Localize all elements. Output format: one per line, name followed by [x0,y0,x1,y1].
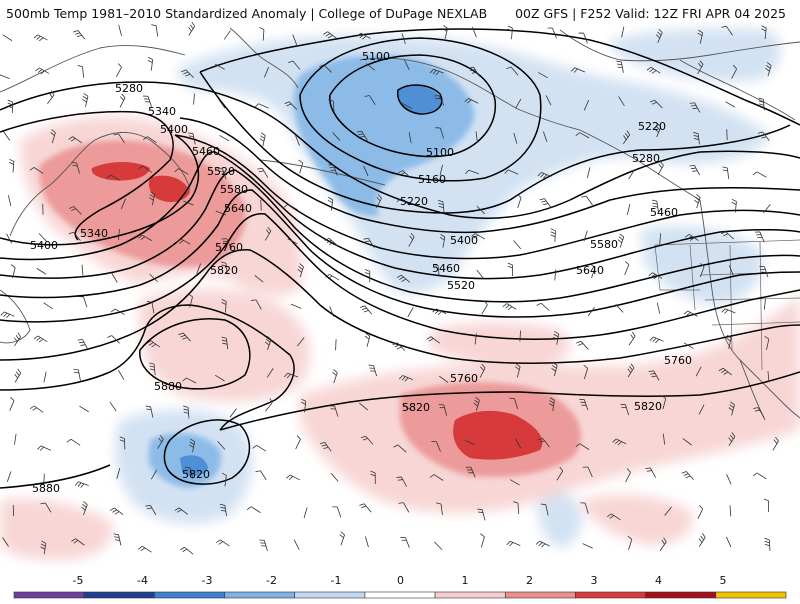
colorbar-tick-labels: -5 -4 -3 -2 -1 0 1 2 3 4 5 [73,574,727,587]
wind-barb-feather [439,405,444,406]
colorbar-swatch [225,592,295,598]
colorbar-swatch [435,592,505,598]
colorbar-swatch [295,592,365,598]
colorbar-swatch [14,592,84,598]
colorbar-tick-label: -2 [266,574,277,587]
contour-label: 5220 [638,120,666,133]
contour-label: 5460 [192,145,220,158]
contour-label: 5400 [30,239,58,252]
contour-label: 5160 [418,173,446,186]
colorbar-swatch [646,592,716,598]
colorbar-svg: -5 -4 -3 -2 -1 0 1 2 3 4 5 [0,570,800,600]
header: 500mb Temp 1981–2010 Standardized Anomal… [0,0,800,22]
colorbar-swatches [14,592,786,598]
contour-label: 5820 [182,468,210,481]
contour-label: 5400 [450,234,478,247]
contour-label: 5220 [400,195,428,208]
colorbar-swatch [505,592,575,598]
colorbar-tick-label: -3 [202,574,213,587]
colorbar-swatch [84,592,154,598]
contour-label: 5820 [634,400,662,413]
contour-label: 5280 [632,152,660,165]
contour-label: 5400 [160,123,188,136]
contour-label: 5580 [220,183,248,196]
colorbar-tick-label: -4 [137,574,148,587]
model-run-info: 00Z GFS | F252 Valid: 12Z FRI APR 04 202… [515,6,786,21]
contour-label: 5520 [447,279,475,292]
wind-barb-feather [440,407,445,408]
colorbar-swatch [365,592,435,598]
contour-label: 5880 [154,380,182,393]
colorbar-tick-label: 1 [462,574,469,587]
contour-label: 5520 [207,165,235,178]
contour-label: 5760 [215,241,243,254]
contour-label: 5640 [224,202,252,215]
wind-barb [261,200,262,211]
contour-label: 5580 [590,238,618,251]
map-panel: 5100 5100 5160 5220 5220 5280 5280 5340 … [0,22,800,570]
colorbar: -5 -4 -3 -2 -1 0 1 2 3 4 5 [0,570,800,600]
contour-label: 5760 [664,354,692,367]
colorbar-tick-label: 0 [397,574,404,587]
contour-label: 5340 [148,105,176,118]
contour-label: 5460 [432,262,460,275]
colorbar-swatch [154,592,224,598]
colorbar-tick-label: 2 [526,574,533,587]
contour-label: 5280 [115,82,143,95]
colorbar-swatch [716,592,786,598]
wind-barb-staff [261,200,262,211]
contour-label: 5340 [80,227,108,240]
contour-label: 5460 [650,206,678,219]
colorbar-swatch [575,592,645,598]
contour-label: 5820 [402,401,430,414]
colorbar-tick-label: 4 [655,574,662,587]
colorbar-tick-label: 5 [720,574,727,587]
contour-label: 5820 [210,264,238,277]
colorbar-tick-label: -1 [331,574,342,587]
contour-label: 5100 [362,50,390,63]
colorbar-tick-label: 3 [591,574,598,587]
map-title: 500mb Temp 1981–2010 Standardized Anomal… [6,6,487,21]
contour-label: 5640 [576,264,604,277]
contour-label: 5880 [32,482,60,495]
weather-map: 5100 5100 5160 5220 5220 5280 5280 5340 … [0,22,800,570]
contour-label: 5100 [426,146,454,159]
contour-label: 5760 [450,372,478,385]
colorbar-tick-label: -5 [73,574,84,587]
